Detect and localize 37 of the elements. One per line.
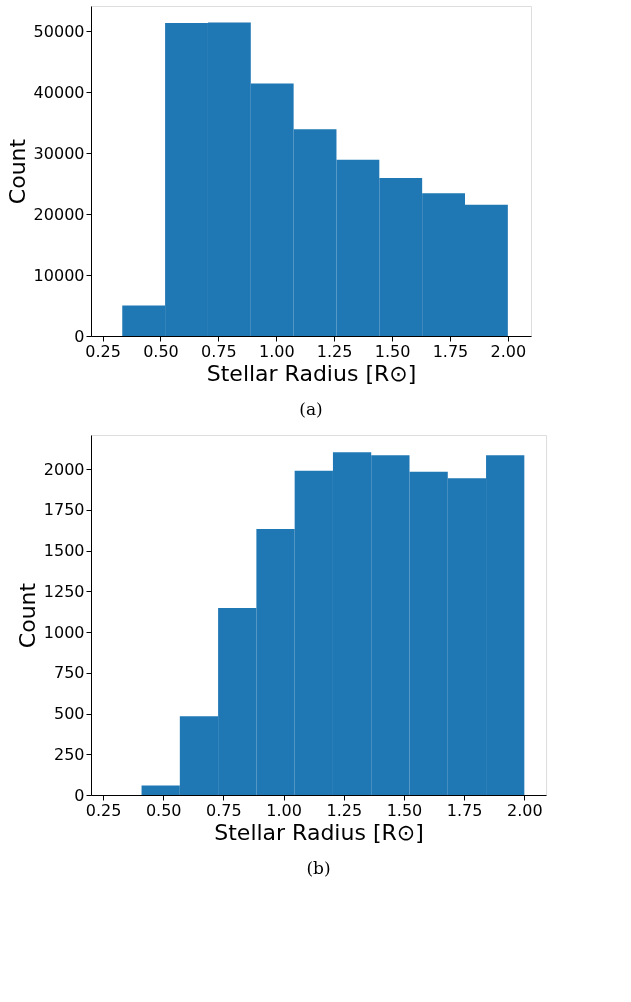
x-tick-label: 0.25 [85,800,122,820]
x-tick-label: 1.00 [258,341,295,361]
x-tick-label: 0.75 [206,800,242,820]
x-tick-label: 2.00 [490,341,527,361]
x-tick-label: 1.25 [316,341,353,361]
x-tick-label: 1.50 [386,800,423,820]
y-tick-label: 50000 [33,21,85,41]
y-tick-label: 250 [53,744,85,764]
y-tick-label: 2000 [43,459,85,479]
y-tick-label: 30000 [33,143,85,163]
x-tick-label: 0.50 [145,800,182,820]
y-tick-label: 1000 [43,622,85,642]
y-tick-label: 1750 [43,500,85,520]
x-tick-label: 0.75 [201,341,237,361]
y-tick-label: 1250 [43,581,85,601]
x-tick-label: 1.75 [446,800,483,820]
y-tick-label: 0 [74,326,85,346]
x-tick-label: 1.00 [266,800,302,820]
text: (b) [306,858,331,878]
x-tick-label: 0.50 [143,341,179,361]
x-tick-label: 2.00 [507,800,543,820]
y-axis-title: Count [4,138,30,205]
x-axis-title: Stellar Radius [R⊙] [206,360,417,386]
y-tick-label: 40000 [33,82,85,102]
y-tick-label: 750 [53,663,85,683]
x-axis-title: Stellar Radius [R⊙] [214,819,424,845]
y-tick-label: 1500 [43,541,85,561]
y-tick-label: 10000 [33,265,85,285]
y-axis-title: Count [14,582,40,649]
x-tick-label: 1.25 [326,800,363,820]
y-tick-label: 500 [53,704,85,724]
y-tick-label: 0 [74,785,85,805]
x-tick-label: 1.50 [374,341,411,361]
text: (a) [299,399,323,419]
y-tick-label: 20000 [33,204,85,224]
x-tick-label: 0.25 [85,341,121,361]
x-tick-label: 1.75 [432,341,469,361]
